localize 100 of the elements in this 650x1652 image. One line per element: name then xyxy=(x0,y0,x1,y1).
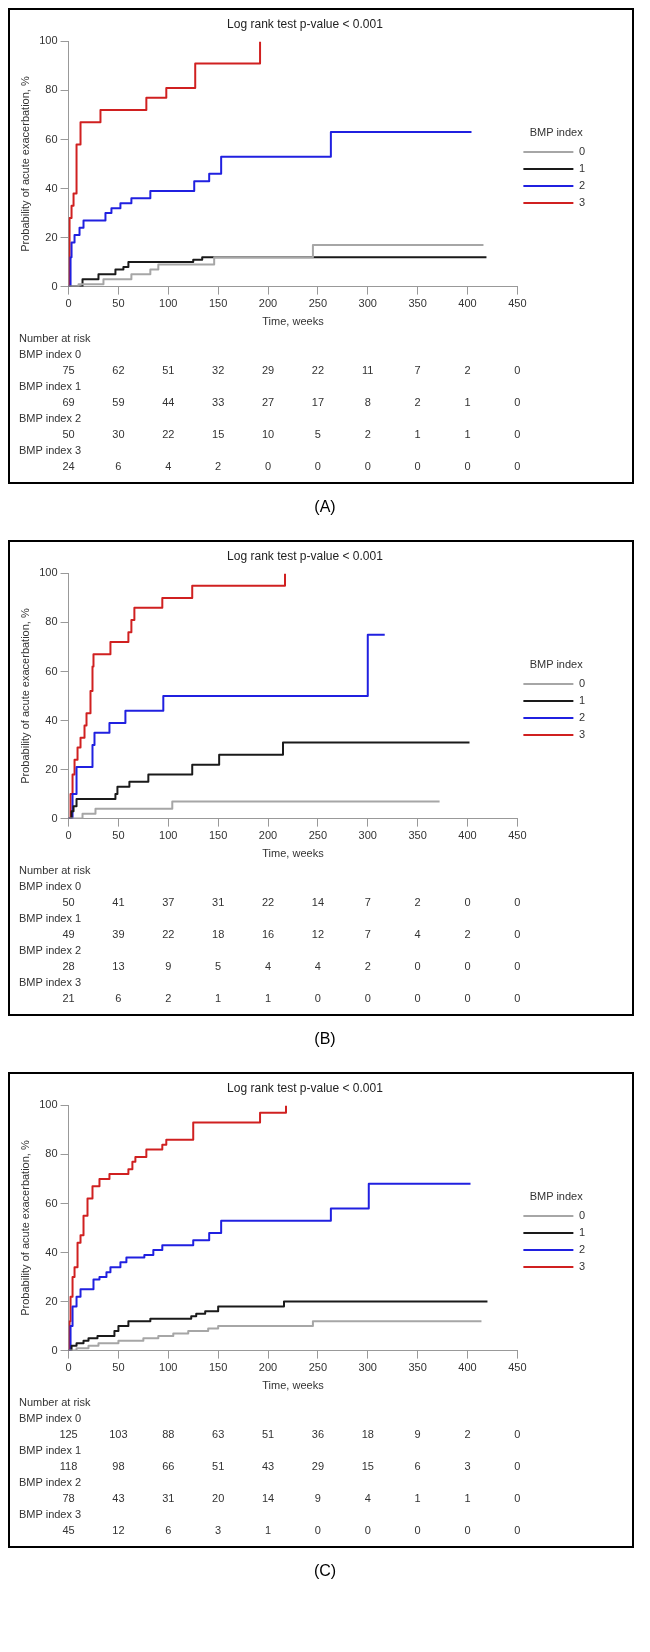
y-tick-label: 20 xyxy=(45,762,58,775)
x-tick-label: 200 xyxy=(258,1361,278,1374)
legend-label: 1 xyxy=(578,1226,586,1239)
y-tick-label: 40 xyxy=(45,1245,58,1258)
text: 45 12 6 3 1 0 0 0 0 0 xyxy=(62,1524,521,1537)
text: BMP index 1 xyxy=(19,380,82,393)
x-tick-label: 150 xyxy=(208,1361,228,1374)
x-tick-label: 300 xyxy=(358,829,377,842)
y-tick-label: 20 xyxy=(45,1294,58,1307)
y-axis-title: Probability of acute exacerbation, % xyxy=(18,608,31,784)
text: (B) xyxy=(313,1030,337,1048)
text: 50 30 22 15 10 5 2 1 1 0 xyxy=(62,428,521,441)
x-tick-label: 100 xyxy=(159,297,178,310)
text: BMP index 0 xyxy=(19,880,82,893)
text: BMP index 2 xyxy=(19,944,82,957)
text: BMP index 1 xyxy=(19,1444,82,1457)
x-tick-label: 50 xyxy=(112,297,125,310)
text: 28 13 9 5 4 4 2 0 0 0 xyxy=(62,960,521,973)
text: BMP index 2 xyxy=(19,1476,82,1489)
x-tick-label: 50 xyxy=(112,829,125,842)
x-tick-label: 0 xyxy=(65,1361,72,1374)
x-tick-label: 400 xyxy=(458,829,477,842)
text: Number at risk xyxy=(19,332,92,345)
x-tick-label: 150 xyxy=(208,297,228,310)
legend-label: 3 xyxy=(578,196,586,209)
y-tick-label: 60 xyxy=(45,664,58,677)
legend-label: 0 xyxy=(578,145,586,158)
x-tick-label: 450 xyxy=(508,297,527,310)
text: (A) xyxy=(313,498,337,516)
y-tick-label: 0 xyxy=(51,1343,58,1356)
y-tick-label: 100 xyxy=(39,1098,58,1111)
x-axis-title: Time, weeks xyxy=(262,1379,325,1392)
y-tick-label: 60 xyxy=(45,1196,58,1209)
text: Number at risk xyxy=(19,864,92,877)
legend-title: BMP index xyxy=(529,657,584,670)
chart-title: Log rank test p-value < 0.001 xyxy=(227,16,384,31)
chart-title: Log rank test p-value < 0.001 xyxy=(227,1080,384,1095)
legend-label: 0 xyxy=(578,1209,586,1222)
y-tick-label: 0 xyxy=(51,811,58,824)
x-tick-label: 200 xyxy=(258,829,278,842)
x-tick-label: 400 xyxy=(458,1361,477,1374)
text: 78 43 31 20 14 9 4 1 1 0 xyxy=(62,1492,521,1505)
x-tick-label: 350 xyxy=(408,1361,427,1374)
legend-label: 1 xyxy=(578,162,586,175)
chart-title: Log rank test p-value < 0.001 xyxy=(227,548,384,563)
text: BMP index 0 xyxy=(19,348,82,361)
text: 118 98 66 51 43 29 15 6 3 0 xyxy=(59,1460,521,1473)
text: BMP index 3 xyxy=(19,444,82,457)
x-tick-label: 150 xyxy=(208,829,228,842)
legend-label: 2 xyxy=(578,711,586,724)
legend-label: 1 xyxy=(578,694,586,707)
y-tick-label: 40 xyxy=(45,181,58,194)
text: 21 6 2 1 1 0 0 0 0 0 xyxy=(62,992,521,1005)
x-tick-label: 0 xyxy=(65,829,72,842)
legend-label: 2 xyxy=(578,179,586,192)
x-tick-label: 300 xyxy=(358,297,377,310)
x-tick-label: 250 xyxy=(308,297,328,310)
y-tick-label: 20 xyxy=(45,230,58,243)
legend-label: 0 xyxy=(578,677,586,690)
y-tick-label: 60 xyxy=(45,132,58,145)
legend-title: BMP index xyxy=(529,125,584,138)
text: 75 62 51 32 29 22 11 7 2 0 xyxy=(62,364,521,377)
y-tick-label: 40 xyxy=(45,713,58,726)
text: BMP index 0 xyxy=(19,1412,82,1425)
x-tick-label: 400 xyxy=(458,297,477,310)
text: BMP index 3 xyxy=(19,1508,82,1521)
x-tick-label: 450 xyxy=(508,1361,527,1374)
legend-label: 2 xyxy=(578,1243,586,1256)
y-axis-title: Probability of acute exacerbation, % xyxy=(18,76,31,252)
y-tick-label: 80 xyxy=(45,615,58,628)
legend-title: BMP index xyxy=(529,1189,584,1202)
y-tick-label: 0 xyxy=(51,279,58,292)
x-tick-label: 0 xyxy=(65,297,72,310)
legend-label: 3 xyxy=(578,1260,586,1273)
x-tick-label: 250 xyxy=(308,829,328,842)
y-axis-title: Probability of acute exacerbation, % xyxy=(18,1140,31,1316)
y-tick-label: 100 xyxy=(39,566,58,579)
legend-label: 3 xyxy=(578,728,586,741)
text: BMP index 1 xyxy=(19,912,82,925)
text: BMP index 3 xyxy=(19,976,82,989)
text: (C) xyxy=(312,1562,338,1580)
text: Number at risk xyxy=(19,1396,92,1409)
x-tick-label: 50 xyxy=(112,1361,125,1374)
y-tick-label: 80 xyxy=(45,83,58,96)
y-tick-label: 100 xyxy=(39,34,58,47)
text: 24 6 4 2 0 0 0 0 0 0 xyxy=(62,460,521,473)
x-tick-label: 100 xyxy=(159,1361,178,1374)
text: 49 39 22 18 16 12 7 4 2 0 xyxy=(62,928,521,941)
text: 50 41 37 31 22 14 7 2 0 0 xyxy=(62,896,521,909)
x-tick-label: 450 xyxy=(508,829,527,842)
text: 125 103 88 63 51 36 18 9 2 0 xyxy=(59,1428,521,1441)
x-tick-label: 250 xyxy=(308,1361,328,1374)
text: 69 59 44 33 27 17 8 2 1 0 xyxy=(62,396,521,409)
x-axis-title: Time, weeks xyxy=(262,847,325,860)
x-tick-label: 350 xyxy=(408,829,427,842)
x-axis-title: Time, weeks xyxy=(262,315,325,328)
x-tick-label: 300 xyxy=(358,1361,377,1374)
x-tick-label: 350 xyxy=(408,297,427,310)
y-tick-label: 80 xyxy=(45,1147,58,1160)
x-tick-label: 200 xyxy=(258,297,278,310)
